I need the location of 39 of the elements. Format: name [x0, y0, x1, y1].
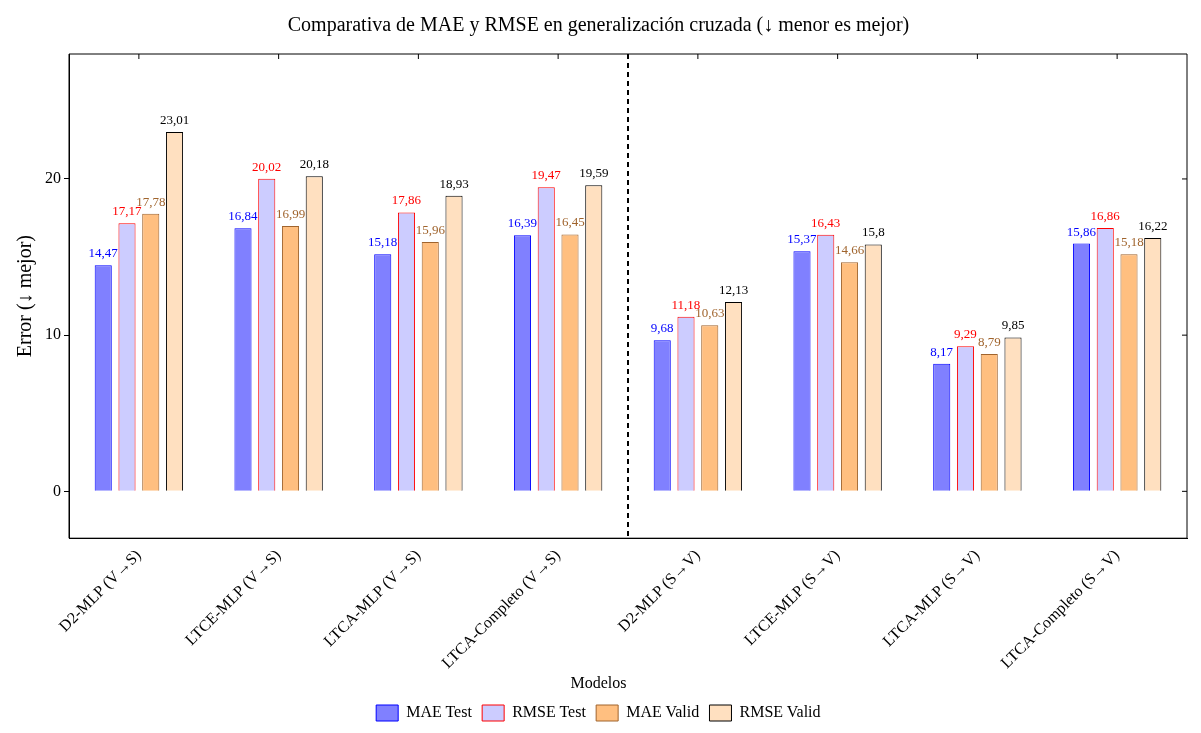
data-label: 16,45 [555, 214, 585, 230]
legend-label: MAE Test [406, 703, 473, 721]
legend-title: Modelos [570, 674, 627, 691]
y-tick-label: 0 [53, 481, 61, 499]
data-label: 16,43 [811, 214, 841, 230]
data-label: 9,68 [650, 320, 674, 336]
data-label: 15,86 [1066, 223, 1097, 239]
data-label: 15,96 [415, 221, 446, 237]
data-label: 23,01 [159, 111, 190, 127]
data-label: 16,22 [1138, 217, 1168, 233]
legend-label: RMSE Test [512, 703, 587, 721]
y-tick-label: 20 [45, 169, 61, 187]
data-label: 19,47 [531, 167, 562, 183]
data-label: 15,18 [1114, 234, 1144, 250]
data-label: 16,99 [275, 205, 306, 221]
data-label: 16,84 [228, 208, 259, 224]
data-label: 15,18 [368, 234, 398, 250]
data-label: 14,47 [88, 245, 119, 261]
chart-title: Comparativa de MAE y RMSE en generalización cruzada (↓ menor es mejor) [287, 13, 910, 37]
y-axis-title: Error (↓ mejor) [13, 235, 37, 358]
legend-label: MAE Valid [626, 703, 700, 721]
data-label: 16,86 [1090, 207, 1121, 223]
data-label: 20,02 [252, 158, 282, 174]
data-label: 8,79 [977, 333, 1001, 349]
data-label: 14,66 [834, 242, 865, 258]
data-label: 18,93 [439, 175, 469, 191]
data-label: 8,17 [930, 343, 954, 359]
data-label: 17,86 [391, 192, 422, 208]
data-label: 9,29 [954, 326, 977, 342]
data-label: 19,59 [579, 165, 609, 181]
y-tick-label: 10 [45, 325, 61, 343]
data-label: 16,39 [507, 215, 538, 231]
legend-label: RMSE Valid [739, 703, 821, 721]
data-label: 11,18 [671, 296, 701, 312]
data-label: 15,8 [861, 224, 885, 240]
data-label: 20,18 [299, 156, 329, 172]
data-label: 15,37 [787, 231, 818, 247]
data-label: 9,85 [1001, 317, 1025, 333]
data-label: 12,13 [718, 281, 749, 297]
